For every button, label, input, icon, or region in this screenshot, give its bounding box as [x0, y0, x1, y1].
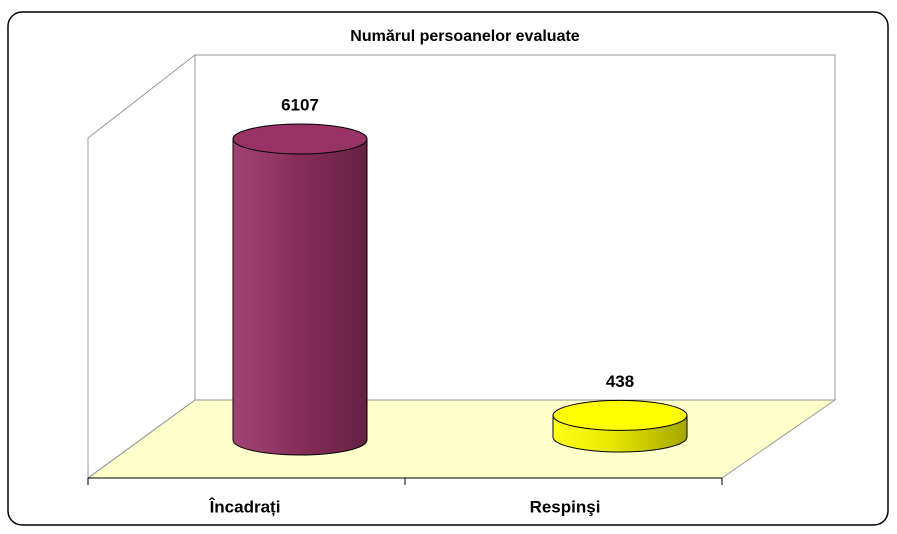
chart-border: [7, 11, 889, 526]
bar-top: [232, 123, 368, 155]
side-wall: [87, 53, 196, 479]
bar-top: [552, 399, 688, 431]
data-label: 6107: [281, 95, 319, 114]
bar-shade: [233, 139, 367, 455]
floor: [86, 399, 837, 479]
chart-title: Numărul persoanelor evaluate: [350, 28, 580, 45]
x-tick-label: Respinşi: [530, 497, 601, 516]
data-label: 438: [606, 372, 634, 391]
x-tick-label: Încadrați: [209, 497, 281, 516]
